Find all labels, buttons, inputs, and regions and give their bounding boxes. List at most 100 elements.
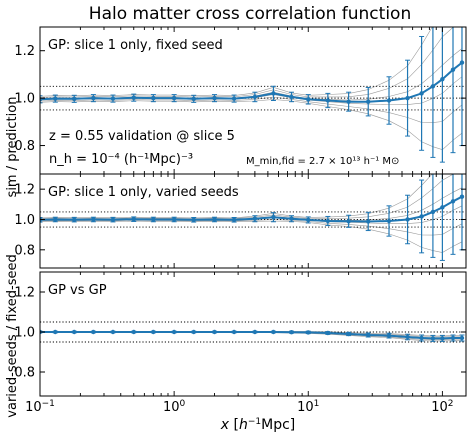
data-point — [151, 95, 156, 101]
data-point — [419, 335, 424, 341]
annotation-redshift: z = 0.55 validation @ slice 5 — [49, 129, 235, 144]
x-tick-label: 10−1 — [25, 399, 55, 415]
data-point — [306, 97, 311, 102]
data-point — [306, 217, 311, 223]
data-point — [405, 334, 410, 340]
data-point — [131, 329, 136, 335]
ylabel-lower: varied-seeds / fixed-seed — [5, 254, 20, 417]
data-point — [110, 217, 116, 222]
data-point — [289, 216, 294, 221]
annotation-mass: M_min,fid = 2.7 × 10¹³ h⁻¹ M⊙ — [246, 156, 399, 167]
data-point — [212, 95, 217, 101]
panels-group: 0.81.01.2 GP: slice 1 only, fixed seed0.8… — [14, 26, 467, 415]
ylabel-upper: sim / prediction — [5, 97, 20, 198]
data-point — [53, 217, 58, 222]
data-point — [171, 95, 177, 101]
data-point — [405, 217, 410, 222]
data-point — [212, 217, 217, 222]
data-point — [72, 329, 77, 335]
y-tick-label: 1.2 — [14, 286, 35, 301]
data-point — [386, 218, 392, 224]
data-point — [72, 217, 77, 222]
y-tick-label: 1.0 — [14, 326, 35, 341]
data-point — [231, 329, 237, 335]
data-point — [366, 332, 371, 338]
data-point — [212, 329, 217, 335]
data-point — [191, 329, 196, 335]
y-tick-label: 1.0 — [14, 213, 35, 228]
data-point — [171, 329, 177, 335]
data-point — [231, 96, 237, 101]
data-point — [91, 217, 96, 222]
data-point — [450, 67, 456, 72]
data-point — [440, 336, 445, 341]
data-point — [131, 216, 136, 222]
data-point — [419, 91, 424, 96]
data-point — [386, 98, 392, 103]
y-tick-label: 1.2 — [14, 44, 35, 59]
data-point — [252, 94, 258, 100]
data-point — [171, 217, 177, 222]
y-tick-label: 0.8 — [14, 366, 35, 381]
y-tick-label: 0.8 — [14, 139, 35, 154]
mean-line — [40, 61, 463, 103]
y-tick-label: 1.0 — [14, 92, 35, 107]
data-point — [366, 99, 371, 104]
data-point — [419, 214, 424, 219]
data-point — [459, 335, 465, 341]
data-point — [289, 330, 294, 335]
panel-label: GP: slice 1 only, fixed seed — [48, 38, 223, 53]
top-panel-annotations: z = 0.55 validation @ slice 5 n_h = 10⁻⁴ … — [49, 129, 399, 167]
data-point — [271, 91, 276, 96]
data-point — [252, 216, 258, 221]
data-point — [440, 205, 445, 210]
data-point — [346, 219, 351, 224]
data-point — [450, 199, 456, 204]
data-point — [191, 96, 196, 102]
data-point — [386, 333, 392, 338]
data-point — [131, 95, 136, 100]
annotation-number-density: n_h = 10⁻⁴ (h⁻¹Mpc)⁻³ — [49, 152, 193, 167]
data-point — [450, 335, 456, 341]
data-point — [346, 99, 351, 104]
data-point — [325, 330, 331, 336]
x-axis-label: x [h−1Mpc] — [220, 417, 296, 433]
data-point — [110, 96, 116, 101]
y-tick-label: 1.2 — [14, 183, 35, 198]
data-point — [110, 329, 116, 335]
realization-line — [40, 220, 463, 253]
panel-plot-area — [40, 27, 466, 163]
y-tick-label: 0.8 — [14, 243, 35, 258]
panel-label: GP vs GP — [48, 283, 107, 298]
data-point — [405, 95, 410, 101]
data-point — [430, 336, 436, 341]
data-point — [53, 329, 58, 335]
data-point — [459, 60, 465, 65]
data-point — [191, 217, 196, 222]
data-point — [289, 94, 294, 100]
data-point — [231, 217, 237, 222]
panel-frame — [39, 173, 467, 269]
data-point — [325, 98, 331, 103]
data-point — [72, 96, 77, 102]
data-point — [252, 329, 258, 335]
data-point — [430, 209, 436, 215]
data-point — [271, 215, 276, 220]
data-point — [53, 96, 58, 101]
data-point — [151, 329, 156, 335]
data-point — [366, 219, 371, 224]
data-point — [91, 95, 96, 101]
data-point — [271, 329, 276, 335]
panel-top: 0.8 1.0 1.2 GP: slice 1 only, fixed seed — [14, 26, 467, 175]
data-point — [346, 331, 351, 337]
x-tick-label: 100 — [163, 399, 186, 415]
data-point — [325, 218, 331, 224]
panel-label: GP: slice 1 only, varied seeds — [48, 185, 239, 200]
panel-bottom: 0.8 1.0 1.2 GP vs GP — [14, 271, 467, 397]
data-point — [440, 76, 445, 82]
x-tick-label: 101 — [297, 399, 319, 415]
x-tick-label: 102 — [431, 399, 453, 415]
panel-middle: 0.8 1.0 1.2 GP: slice 1 only, varied seeds — [14, 173, 467, 269]
data-point — [459, 194, 465, 199]
